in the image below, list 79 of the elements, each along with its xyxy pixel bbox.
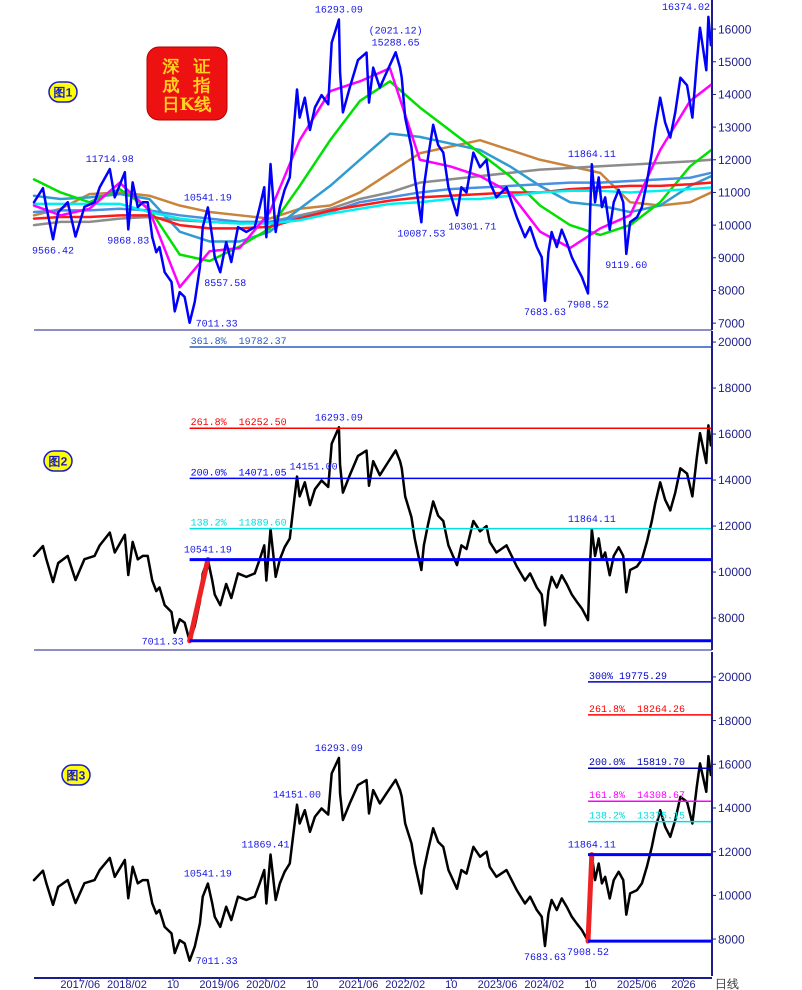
ref-line-label: 161.8% 14308.67 (589, 791, 686, 802)
y-tick-label: 15000 (718, 54, 752, 69)
annotation: 15288.65 (372, 38, 420, 50)
annotation: 16293.09 (314, 6, 363, 17)
annotation: 7908.52 (567, 948, 610, 960)
annotation: 11864.11 (568, 840, 616, 852)
ref-line-label: 138.2% 11889.60 (190, 518, 287, 530)
annotation: 7011.33 (196, 319, 238, 330)
y-tick-label: 16000 (718, 757, 752, 772)
x-tick-label: 2019/06 (199, 979, 240, 990)
ref-line-label: 300% 19775.29 (589, 672, 668, 683)
annotation: (2021.12) (368, 25, 423, 38)
y-tick-label: 8000 (718, 932, 746, 946)
text: 图2 (48, 454, 68, 468)
annotation: 9868.83 (107, 236, 150, 248)
annotation: 7011.33 (142, 637, 184, 648)
y-tick-label: 10000 (718, 888, 752, 903)
text: 图3 (66, 768, 86, 782)
annotation: 7683.63 (524, 952, 566, 964)
x-tick-label: 2024/02 (524, 979, 564, 990)
annotation: 8557.58 (204, 279, 246, 290)
annotation: 14151.00 (273, 790, 322, 802)
x-tick-label: 10 (445, 979, 458, 990)
y-tick-label: 13000 (718, 120, 752, 134)
x-tick-label: 10 (584, 979, 597, 990)
y-tick-label: 12000 (718, 519, 752, 534)
annotation: 11864.11 (568, 150, 616, 162)
y-tick-label: 14000 (718, 88, 752, 102)
x-axis-title: 日线 (715, 977, 739, 990)
y-tick-label: 10000 (718, 218, 752, 232)
y-tick-label: 16000 (718, 427, 752, 442)
ref-line-label: 261.8% 18264.26 (589, 704, 686, 716)
annotation: 10541.19 (184, 870, 232, 881)
x-tick-label: 2026 (671, 979, 696, 990)
x-tick-label: 2023/06 (478, 979, 518, 990)
ref-line-label: 200.0% 14071.05 (190, 468, 287, 480)
y-tick-label: 14000 (718, 473, 752, 488)
annotation: 10087.53 (397, 229, 446, 240)
annotation: 9566.42 (32, 246, 74, 258)
x-tick-label: 2018/02 (107, 979, 147, 990)
x-tick-label: 2025/06 (616, 979, 657, 990)
y-tick-label: 20000 (718, 670, 752, 684)
text: 深证成指日K线 (162, 57, 212, 115)
y-tick-label: 7000 (718, 316, 746, 330)
y-tick-label: 18000 (718, 381, 752, 396)
y-tick-label: 9000 (718, 250, 746, 265)
annotation: 7683.63 (524, 308, 566, 319)
ref-line-label: 200.0% 15819.70 (589, 758, 686, 770)
x-tick-label: 2021/06 (338, 979, 378, 990)
annotation: 7011.33 (196, 957, 238, 968)
annotation: 10301.71 (448, 222, 496, 234)
ref-line-label: 361.8% 19782.37 (190, 337, 287, 348)
y-tick-label: 8000 (718, 611, 746, 626)
annotation: 9119.60 (605, 260, 648, 272)
y-tick-label: 11000 (718, 186, 751, 200)
y-tick-label: 10000 (718, 565, 752, 580)
y-tick-label: 16000 (718, 22, 752, 36)
y-tick-label: 18000 (718, 714, 752, 728)
x-tick-label: 2020/02 (246, 979, 286, 990)
ref-line-label: 261.8% 16252.50 (190, 418, 287, 430)
text: 图1 (54, 85, 73, 100)
annotation: 16374.02 (662, 2, 710, 14)
x-tick-label: 2022/02 (385, 979, 426, 990)
x-tick-label: 10 (306, 979, 318, 990)
annotation: 11869.41 (242, 840, 290, 852)
annotation: 11864.11 (568, 515, 616, 526)
annotation: 7908.52 (567, 300, 610, 312)
y-tick-label: 12000 (718, 152, 752, 167)
y-tick-label: 20000 (718, 335, 752, 350)
annotation: 16293.09 (314, 744, 363, 755)
y-tick-label: 12000 (718, 844, 752, 859)
annotation: 10541.19 (184, 546, 232, 557)
x-tick-label: 2017/06 (60, 979, 100, 990)
x-tick-label: 10 (166, 979, 180, 990)
annotation: 16293.09 (314, 413, 363, 424)
annotation: 11714.98 (86, 155, 134, 166)
y-tick-label: 8000 (718, 284, 746, 298)
y-tick-label: 14000 (718, 801, 752, 816)
annotation: 10541.19 (184, 193, 232, 204)
